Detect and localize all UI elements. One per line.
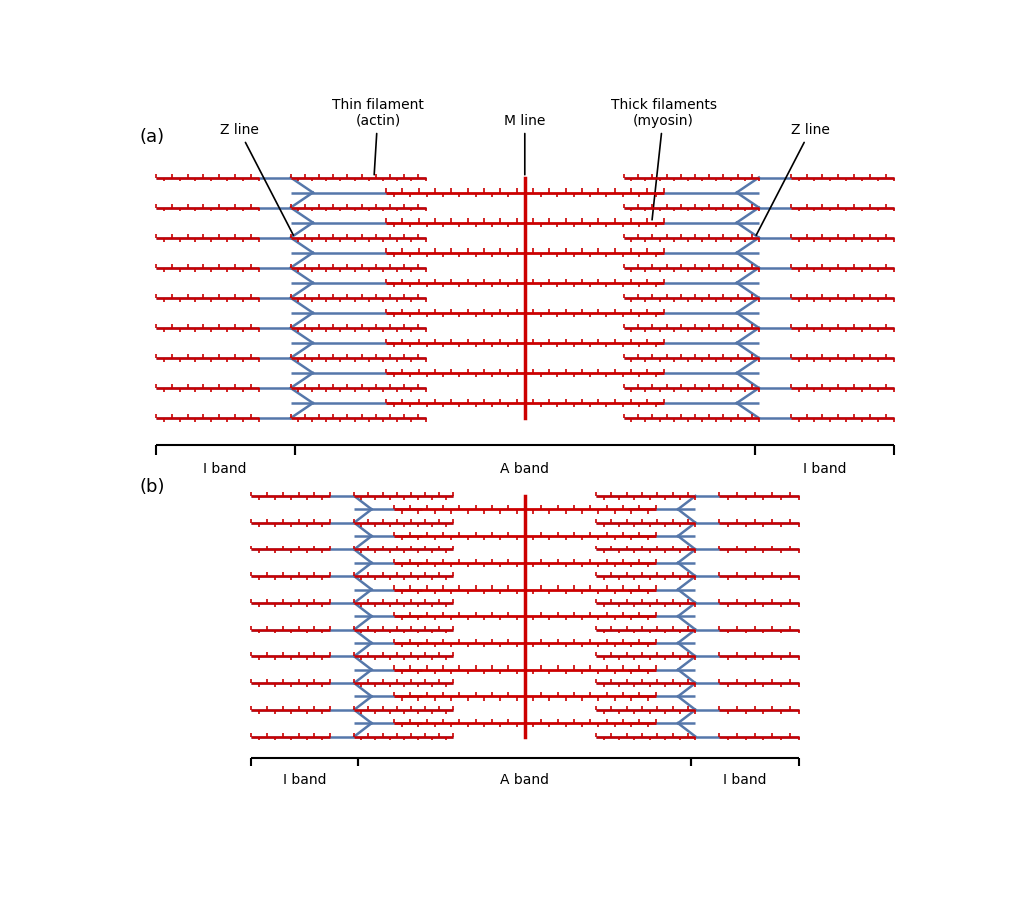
Text: I band: I band: [283, 773, 327, 788]
Text: (a): (a): [140, 128, 165, 146]
Text: (b): (b): [140, 478, 166, 496]
Text: A band: A band: [501, 773, 549, 788]
Text: M line: M line: [504, 114, 546, 175]
Text: I band: I band: [723, 773, 767, 788]
Text: Thin filament
(actin): Thin filament (actin): [332, 97, 424, 175]
Text: I band: I band: [803, 462, 846, 476]
Text: A band: A band: [501, 462, 549, 476]
Text: Thick filaments
(myosin): Thick filaments (myosin): [610, 97, 717, 220]
Text: Z line: Z line: [756, 123, 829, 235]
Text: Z line: Z line: [220, 123, 294, 235]
Text: I band: I band: [204, 462, 247, 476]
